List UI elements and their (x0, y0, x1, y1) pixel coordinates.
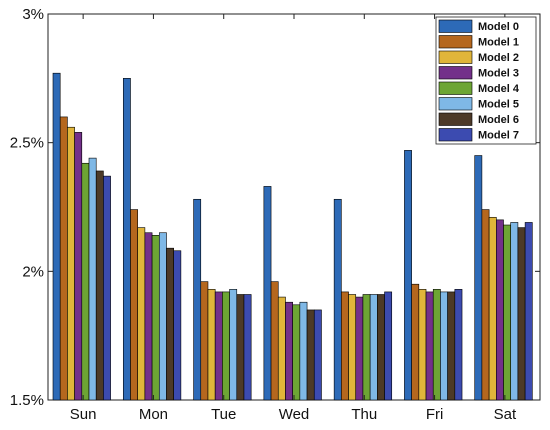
bar-model-5-sat (510, 222, 519, 401)
bar-model-6-sat (517, 227, 526, 401)
bar-model-3-wed (285, 301, 293, 401)
bar-model-4-sat (503, 224, 512, 401)
bar-model-5-sun (88, 157, 97, 401)
bar-model-1-thu (341, 291, 349, 401)
bar-model-5-tue (229, 289, 238, 401)
bar-model-4-mon (151, 235, 160, 401)
bar-model-1-fri (411, 283, 420, 401)
x-tick-label-wed: Wed (279, 406, 310, 423)
bar-model-7-tue (243, 294, 252, 401)
bar-model-4-sun (81, 162, 90, 401)
bar-model-6-sun (95, 170, 104, 401)
bar-model-2-sat (488, 216, 497, 401)
x-tick-label-sat: Sat (494, 406, 517, 423)
y-tick-label: 2.5% (10, 135, 44, 152)
bar-model-0-thu (333, 198, 342, 401)
legend-swatch-7 (438, 128, 473, 142)
bar-model-4-fri (432, 289, 441, 401)
bar-model-2-mon (137, 227, 146, 401)
bars-group (52, 72, 533, 401)
legend-label-2: Model 2 (478, 52, 519, 64)
bar-model-6-fri (447, 291, 456, 401)
legend-label-5: Model 5 (478, 99, 519, 111)
x-tick-label-tue: Tue (211, 406, 236, 423)
bar-model-7-sat (524, 222, 533, 401)
x-tick-label-fri: Fri (426, 406, 444, 423)
bar-model-4-thu (362, 294, 371, 401)
bar-model-7-fri (454, 289, 463, 401)
bar-model-0-mon (122, 78, 131, 401)
bar-model-7-sun (103, 175, 111, 401)
bar-model-3-sun (74, 132, 83, 401)
bar-model-7-thu (384, 291, 393, 401)
y-tick-label: 2% (22, 263, 44, 280)
legend-swatch-3 (438, 66, 473, 80)
bar-model-0-sat (474, 155, 483, 401)
bar-model-1-sat (481, 209, 490, 401)
bar-model-1-mon (130, 209, 138, 401)
legend-label-3: Model 3 (478, 68, 519, 80)
bar-model-6-wed (306, 309, 315, 401)
legend-swatch-5 (438, 97, 473, 111)
bar-model-5-fri (440, 291, 448, 401)
legend-label-6: Model 6 (478, 114, 519, 126)
bar-model-0-tue (193, 198, 202, 401)
legend-label-7: Model 7 (478, 130, 519, 142)
legend-label-0: Model 0 (478, 21, 519, 33)
bar-model-5-mon (158, 232, 167, 401)
x-tick-label-mon: Mon (139, 406, 168, 423)
bar-model-2-fri (418, 289, 427, 401)
bar-model-4-wed (292, 304, 301, 401)
legend: Model 0 Model 1 Model 2 Model 3 Model 4 Model… (435, 16, 537, 145)
bar-model-2-sun (67, 126, 75, 401)
bar-model-6-thu (377, 294, 385, 401)
bar-model-1-tue (200, 281, 209, 401)
bar-model-5-wed (299, 301, 308, 401)
y-tick-label: 3% (22, 6, 44, 23)
bar-model-4-tue (222, 291, 230, 401)
bar-model-0-fri (404, 150, 412, 401)
bar-model-3-sat (496, 219, 504, 401)
legend-swatch-4 (438, 81, 473, 95)
bar-model-2-wed (277, 296, 286, 401)
axes-group: 1.5% 2% 2.5% 3% Sun Mon Tue Wed Thu Fri Sat (10, 6, 540, 423)
bar-model-7-wed (313, 309, 322, 401)
bar-model-1-wed (270, 281, 279, 401)
bar-model-2-thu (348, 294, 357, 401)
bar-model-6-mon (166, 247, 174, 401)
legend-label-4: Model 4 (478, 83, 520, 95)
bar-model-0-sun (52, 72, 61, 401)
bar-model-7-mon (173, 250, 182, 401)
y-tick-label: 1.5% (10, 392, 44, 409)
bar-model-6-tue (236, 294, 245, 401)
bar-model-5-thu (369, 294, 378, 401)
legend-swatch-6 (438, 112, 473, 126)
bar-model-3-fri (425, 291, 434, 401)
bar-model-3-tue (214, 291, 223, 401)
legend-label-1: Model 1 (478, 37, 519, 49)
bar-model-3-thu (355, 296, 364, 401)
bar-model-1-sun (59, 116, 68, 401)
legend-swatch-1 (438, 35, 473, 49)
bar-model-2-tue (207, 289, 216, 401)
legend-swatch-2 (438, 50, 473, 64)
bar-model-0-wed (263, 186, 272, 401)
legend-swatch-0 (438, 19, 473, 33)
x-tick-label-sun: Sun (70, 406, 97, 423)
x-tick-label-thu: Thu (351, 406, 377, 423)
bar-model-3-mon (144, 232, 153, 401)
